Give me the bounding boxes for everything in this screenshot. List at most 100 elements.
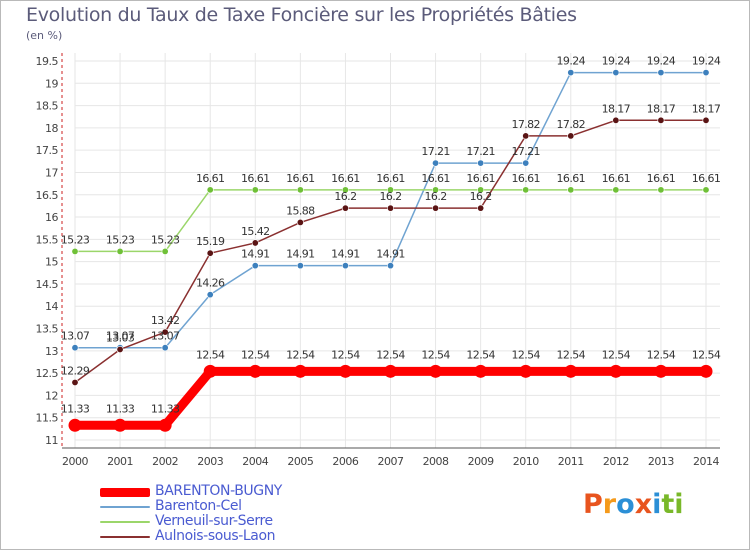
logo-letter: x	[634, 489, 653, 520]
data-label-verneuil-sur-serre: 16.61	[196, 172, 225, 185]
y-tick-label: 14	[45, 300, 58, 313]
data-point-verneuil-sur-serre	[477, 186, 485, 194]
data-point-verneuil-sur-serre	[116, 247, 124, 255]
data-point-barenton-cel	[386, 262, 394, 270]
data-point-barenton-bugny	[158, 418, 172, 432]
data-label-barenton-cel: 13.07	[151, 330, 180, 343]
data-label-barenton-bugny: 12.54	[692, 348, 721, 361]
legend-swatch	[100, 521, 150, 523]
data-label-barenton-bugny: 12.54	[602, 348, 631, 361]
y-tick-label: 11.5	[36, 412, 59, 425]
legend-swatch	[100, 506, 150, 508]
data-point-aulnois-sous-laon	[702, 116, 710, 124]
data-point-barenton-cel	[702, 69, 710, 77]
logo-letter: t	[661, 489, 675, 520]
data-point-verneuil-sur-serre	[432, 186, 440, 194]
data-point-verneuil-sur-serre	[71, 247, 79, 255]
data-point-barenton-bugny	[113, 418, 127, 432]
data-label-verneuil-sur-serre: 16.61	[647, 172, 676, 185]
data-label-verneuil-sur-serre: 16.61	[286, 172, 315, 185]
data-point-aulnois-sous-laon	[251, 239, 259, 247]
data-label-barenton-bugny: 12.54	[647, 348, 676, 361]
logo-letter: r	[602, 489, 617, 520]
legend-label: Barenton-Cel	[155, 498, 242, 514]
legend-label: Verneuil-sur-Serre	[155, 513, 273, 529]
data-point-verneuil-sur-serre	[161, 247, 169, 255]
data-label-barenton-bugny: 11.33	[151, 402, 180, 415]
data-point-aulnois-sous-laon	[432, 204, 440, 212]
legend-label: BARENTON-BUGNY	[155, 483, 282, 499]
data-label-barenton-cel: 19.24	[557, 55, 586, 68]
data-point-barenton-bugny	[429, 364, 443, 378]
x-tick-label: 2010	[513, 455, 539, 468]
chart-title: Evolution du Taux de Taxe Foncière sur l…	[26, 4, 577, 26]
data-label-aulnois-sous-laon: 16.2	[379, 190, 401, 203]
data-point-barenton-bugny	[654, 364, 668, 378]
y-tick-label: 13	[45, 345, 58, 358]
data-point-aulnois-sous-laon	[657, 116, 665, 124]
data-label-barenton-cel: 17.21	[466, 145, 495, 158]
data-point-barenton-bugny	[68, 418, 82, 432]
data-label-verneuil-sur-serre: 16.61	[511, 172, 540, 185]
data-point-barenton-bugny	[338, 364, 352, 378]
data-label-verneuil-sur-serre: 16.61	[692, 172, 721, 185]
data-label-barenton-bugny: 12.54	[241, 348, 270, 361]
data-point-aulnois-sous-laon	[477, 204, 485, 212]
data-point-barenton-cel	[567, 69, 575, 77]
data-label-verneuil-sur-serre: 16.61	[466, 172, 495, 185]
data-label-barenton-bugny: 12.54	[421, 348, 450, 361]
data-point-barenton-cel	[71, 344, 79, 352]
chart-subtitle: (en %)	[26, 29, 63, 42]
x-tick-label: 2013	[648, 455, 674, 468]
y-tick-label: 11	[45, 434, 58, 447]
x-tick-label: 2011	[558, 455, 584, 468]
data-label-barenton-bugny: 11.33	[106, 402, 135, 415]
data-point-barenton-cel	[161, 344, 169, 352]
y-tick-label: 19	[45, 77, 58, 90]
data-point-verneuil-sur-serre	[206, 186, 214, 194]
data-label-aulnois-sous-laon: 17.82	[557, 118, 586, 131]
data-point-barenton-cel	[522, 159, 530, 167]
data-label-verneuil-sur-serre: 16.61	[421, 172, 450, 185]
data-label-aulnois-sous-laon: 15.88	[286, 204, 315, 217]
logo-letter: o	[616, 489, 635, 520]
data-point-verneuil-sur-serre	[567, 186, 575, 194]
data-label-aulnois-sous-laon: 13.42	[151, 314, 180, 327]
data-point-barenton-bugny	[609, 364, 623, 378]
data-label-verneuil-sur-serre: 15.23	[151, 233, 180, 246]
x-tick-label: 2003	[197, 455, 223, 468]
data-point-barenton-bugny	[384, 364, 397, 378]
data-label-barenton-cel: 17.21	[421, 145, 450, 158]
data-label-barenton-bugny: 12.54	[286, 348, 315, 361]
y-tick-label: 13.5	[36, 323, 59, 336]
x-tick-label: 2001	[107, 455, 133, 468]
data-point-barenton-cel	[341, 262, 349, 270]
data-label-barenton-bugny: 12.54	[196, 348, 225, 361]
data-label-aulnois-sous-laon: 18.17	[692, 102, 721, 115]
data-point-barenton-bugny	[519, 364, 533, 378]
data-point-verneuil-sur-serre	[522, 186, 530, 194]
data-label-barenton-bugny: 12.54	[511, 348, 540, 361]
x-tick-label: 2006	[332, 455, 358, 468]
data-point-barenton-cel	[296, 262, 304, 270]
data-label-aulnois-sous-laon: 16.2	[425, 190, 447, 203]
data-label-aulnois-sous-laon: 18.17	[602, 102, 631, 115]
data-point-aulnois-sous-laon	[522, 132, 530, 140]
logo-letter: i	[652, 489, 662, 520]
x-tick-label: 2014	[693, 455, 719, 468]
data-label-verneuil-sur-serre: 15.23	[61, 233, 90, 246]
y-tick-label: 17	[45, 166, 58, 179]
data-point-verneuil-sur-serre	[341, 186, 349, 194]
data-label-barenton-cel: 14.91	[331, 248, 360, 261]
data-label-verneuil-sur-serre: 16.61	[331, 172, 360, 185]
logo-letter: P	[583, 489, 603, 520]
data-label-barenton-cel: 14.91	[241, 248, 270, 261]
data-point-verneuil-sur-serre	[296, 186, 304, 194]
data-point-aulnois-sous-laon	[161, 328, 169, 336]
data-label-barenton-bugny: 12.54	[466, 348, 495, 361]
legend-swatch	[100, 536, 150, 538]
data-label-aulnois-sous-laon: 15.42	[241, 225, 270, 238]
data-point-barenton-cel	[206, 291, 214, 299]
logo-letter: i	[674, 489, 684, 520]
